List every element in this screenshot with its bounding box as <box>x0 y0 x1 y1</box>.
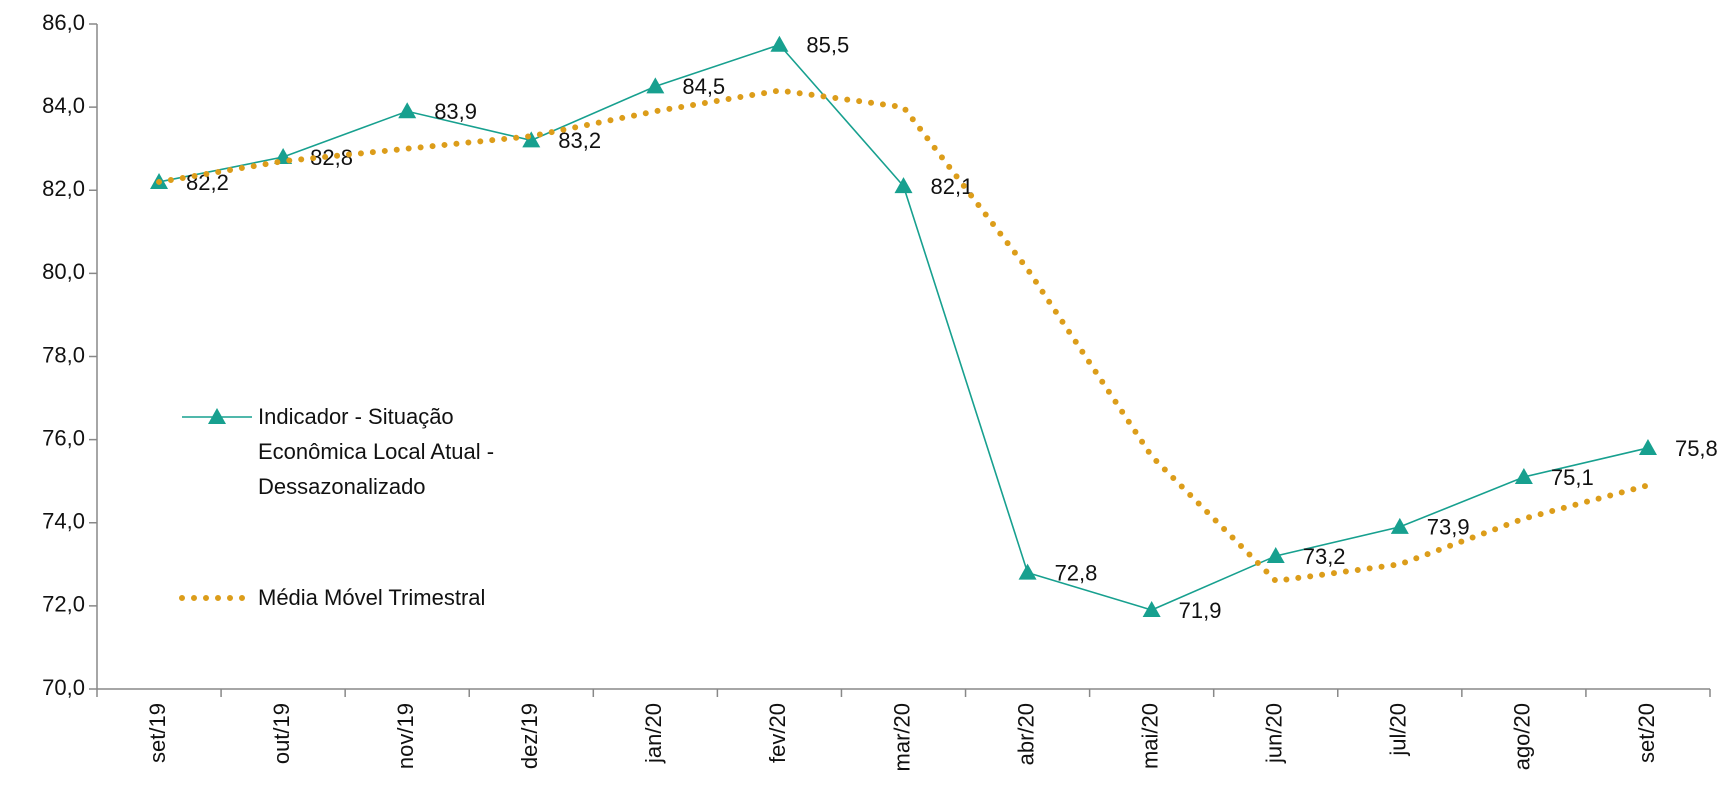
data-label: 71,9 <box>1179 598 1222 623</box>
marker <box>522 131 541 148</box>
series-line <box>156 87 1651 585</box>
x-tick-label: dez/19 <box>517 703 542 769</box>
data-label: 82,8 <box>310 145 353 170</box>
legend-marker <box>208 408 226 424</box>
marker <box>1266 547 1285 563</box>
marker <box>894 177 913 194</box>
y-tick-label: 82,0 <box>42 176 85 201</box>
marker <box>770 35 789 52</box>
data-label: 83,9 <box>434 99 477 124</box>
x-tick-label: mar/20 <box>889 703 914 771</box>
y-tick-label: 86,0 <box>42 10 85 35</box>
x-tick-label: set/19 <box>145 703 170 763</box>
data-label: 73,2 <box>1303 544 1346 569</box>
marker <box>1638 438 1657 455</box>
marker <box>1514 468 1533 485</box>
legend-label: Média Móvel Trimestral <box>258 585 486 610</box>
y-tick-label: 72,0 <box>42 592 85 617</box>
x-tick-label: mai/20 <box>1137 703 1162 769</box>
data-label: 72,8 <box>1055 560 1098 585</box>
x-tick-label: jul/20 <box>1386 703 1411 757</box>
data-label: 82,1 <box>931 174 974 199</box>
data-label: 73,9 <box>1427 515 1470 540</box>
y-tick-label: 84,0 <box>42 93 85 118</box>
x-tick-label: jan/20 <box>641 703 666 764</box>
x-tick-label: ago/20 <box>1510 703 1535 770</box>
data-label: 75,1 <box>1551 465 1594 490</box>
data-label: 83,2 <box>558 128 601 153</box>
y-tick-label: 76,0 <box>42 425 85 450</box>
marker <box>1142 601 1161 618</box>
x-tick-label: fev/20 <box>765 703 790 763</box>
x-tick-label: jun/20 <box>1262 703 1287 764</box>
y-tick-label: 70,0 <box>42 675 85 700</box>
data-label: 75,8 <box>1675 436 1718 461</box>
x-tick-label: set/20 <box>1634 703 1659 763</box>
y-tick-label: 74,0 <box>42 509 85 534</box>
data-label: 84,5 <box>682 74 725 99</box>
marker <box>1018 563 1037 580</box>
marker <box>1390 517 1409 534</box>
marker <box>646 77 665 94</box>
y-tick-label: 78,0 <box>42 342 85 367</box>
series-line <box>158 43 1649 611</box>
marker <box>398 102 417 119</box>
x-tick-label: out/19 <box>269 703 294 764</box>
y-tick-label: 80,0 <box>42 259 85 284</box>
x-tick-label: nov/19 <box>393 703 418 769</box>
x-tick-label: abr/20 <box>1013 703 1038 765</box>
legend-label: Indicador - Situação Econômica Local Atu… <box>258 404 495 499</box>
data-label: 85,5 <box>806 33 849 58</box>
